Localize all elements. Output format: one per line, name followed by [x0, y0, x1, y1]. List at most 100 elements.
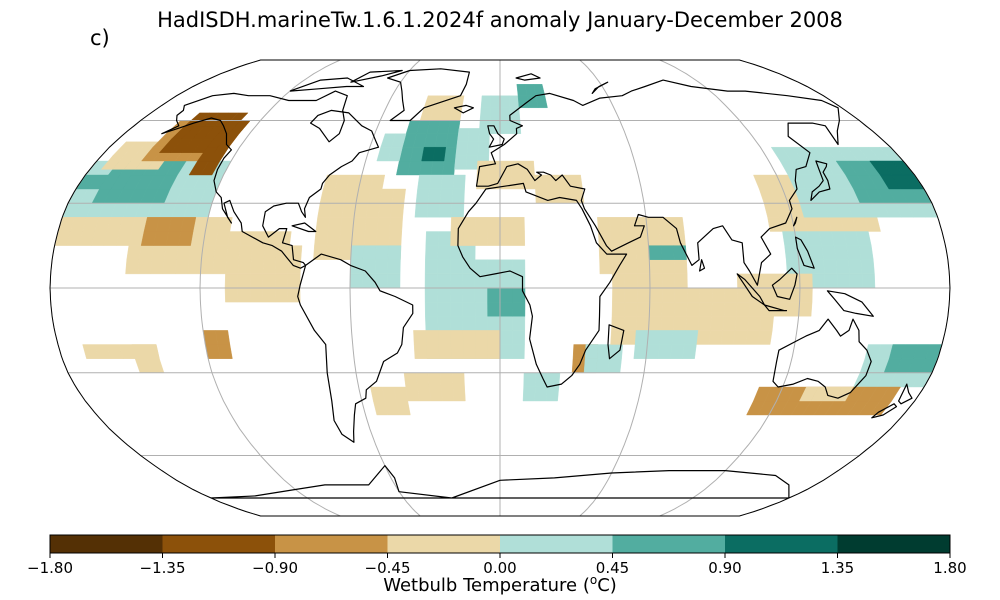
anomaly-cell [462, 273, 476, 289]
anomaly-cell [452, 174, 466, 190]
anomaly-cell [682, 344, 697, 359]
anomaly-cell [699, 287, 713, 303]
anomaly-cell [349, 273, 363, 289]
anomaly-cell [511, 174, 524, 190]
anomaly-cell [212, 259, 227, 275]
anomaly-cell [367, 188, 383, 204]
anomaly-cell [314, 231, 329, 246]
anomaly-cell [633, 344, 648, 359]
anomaly-cell [175, 259, 190, 275]
anomaly-cell [572, 344, 587, 359]
anomaly-cell [424, 287, 438, 303]
anomaly-cell [499, 344, 513, 359]
anomaly-cell [143, 344, 160, 359]
anomaly-cell [317, 203, 333, 218]
anomaly-cell [213, 245, 229, 260]
anomaly-cell [137, 259, 152, 275]
anomaly-cell [125, 259, 140, 275]
anomaly-cell [610, 231, 625, 246]
anomaly-cell [757, 330, 773, 345]
anomaly-cell [809, 245, 824, 260]
map-title: HadISDH.marineTw.1.6.1.2024f anomaly Jan… [157, 8, 843, 32]
colorbar-tick-label: 0.90 [708, 559, 742, 577]
anomaly-cell [365, 203, 381, 218]
anomaly-cell [437, 245, 451, 260]
anomaly-cell [413, 344, 428, 359]
anomaly-cell [451, 188, 465, 204]
anomaly-cell [224, 273, 239, 289]
anomaly-cell [370, 174, 386, 190]
anomaly-cell [761, 287, 776, 303]
anomaly-cell [499, 120, 511, 134]
anomaly-cell [449, 273, 463, 289]
anomaly-cell [237, 273, 251, 289]
anomaly-cell [391, 133, 407, 148]
anomaly-cell [512, 316, 526, 331]
anomaly-cell [708, 330, 724, 345]
anomaly-cell [660, 245, 675, 260]
anomaly-cell [624, 301, 638, 317]
anomaly-cell [624, 287, 638, 303]
globe-outline [49, 59, 951, 517]
anomaly-cell [437, 287, 451, 303]
coastline [210, 465, 790, 499]
anomaly-cell [426, 203, 441, 218]
anomaly-cell [126, 245, 142, 260]
anomaly-cell [432, 147, 447, 162]
anomaly-cell [338, 231, 353, 246]
anomaly-cell [374, 259, 389, 275]
anomaly-cell [388, 231, 403, 246]
anomaly-cell [499, 316, 513, 331]
anomaly-cell [624, 273, 638, 289]
anomaly-cell [437, 259, 451, 275]
anomaly-cell [597, 217, 611, 232]
anomaly-cell [440, 174, 455, 190]
anomaly-cell [424, 301, 439, 317]
anomaly-cell [417, 174, 432, 190]
anomaly-cell [454, 155, 468, 170]
anomaly-cell [683, 330, 699, 345]
anomaly-cell [685, 316, 700, 331]
coastline [487, 125, 505, 148]
coastline [291, 222, 317, 233]
anomaly-cell [475, 330, 488, 345]
coastline [289, 77, 365, 92]
anomaly-cell [657, 344, 673, 359]
anomaly-cell [462, 287, 476, 303]
anomaly-cell [288, 245, 303, 260]
anomaly-cell [674, 273, 688, 289]
anomaly-cell [686, 287, 701, 303]
anomaly-cell [696, 330, 711, 345]
anomaly-cell [720, 330, 736, 345]
anomaly-cell [671, 330, 686, 345]
coastline [457, 182, 628, 388]
anomaly-cell [262, 287, 276, 303]
anomaly-cell [645, 344, 660, 359]
anomaly-cell [846, 245, 862, 260]
anomaly-cell [430, 160, 445, 176]
anomaly-cell [824, 273, 838, 289]
anomaly-cell [661, 259, 676, 275]
coastline [898, 383, 913, 405]
colorbar-tick-label: 1.80 [933, 559, 967, 577]
anomaly-cell [659, 330, 674, 345]
anomaly-cell [477, 141, 490, 156]
anomaly-cell [546, 188, 561, 204]
anomaly-cell [445, 133, 459, 148]
anomaly-cell [510, 160, 524, 176]
anomaly-cell [437, 273, 451, 289]
anomaly-cell [415, 188, 430, 204]
anomaly-cell [499, 107, 511, 121]
anomaly-cell [474, 301, 488, 317]
colorbar-swatch [612, 535, 726, 553]
anomaly-cell [784, 245, 799, 260]
anomaly-cell [534, 174, 548, 190]
anomaly-cell [217, 217, 233, 232]
anomaly-cell [499, 330, 513, 345]
anomaly-cell [710, 316, 725, 331]
anomaly-cell [262, 259, 277, 275]
anomaly-cell [327, 217, 343, 232]
anomaly-cell [723, 301, 738, 317]
anomaly-cell [512, 301, 526, 317]
anomaly-cell [450, 330, 464, 345]
